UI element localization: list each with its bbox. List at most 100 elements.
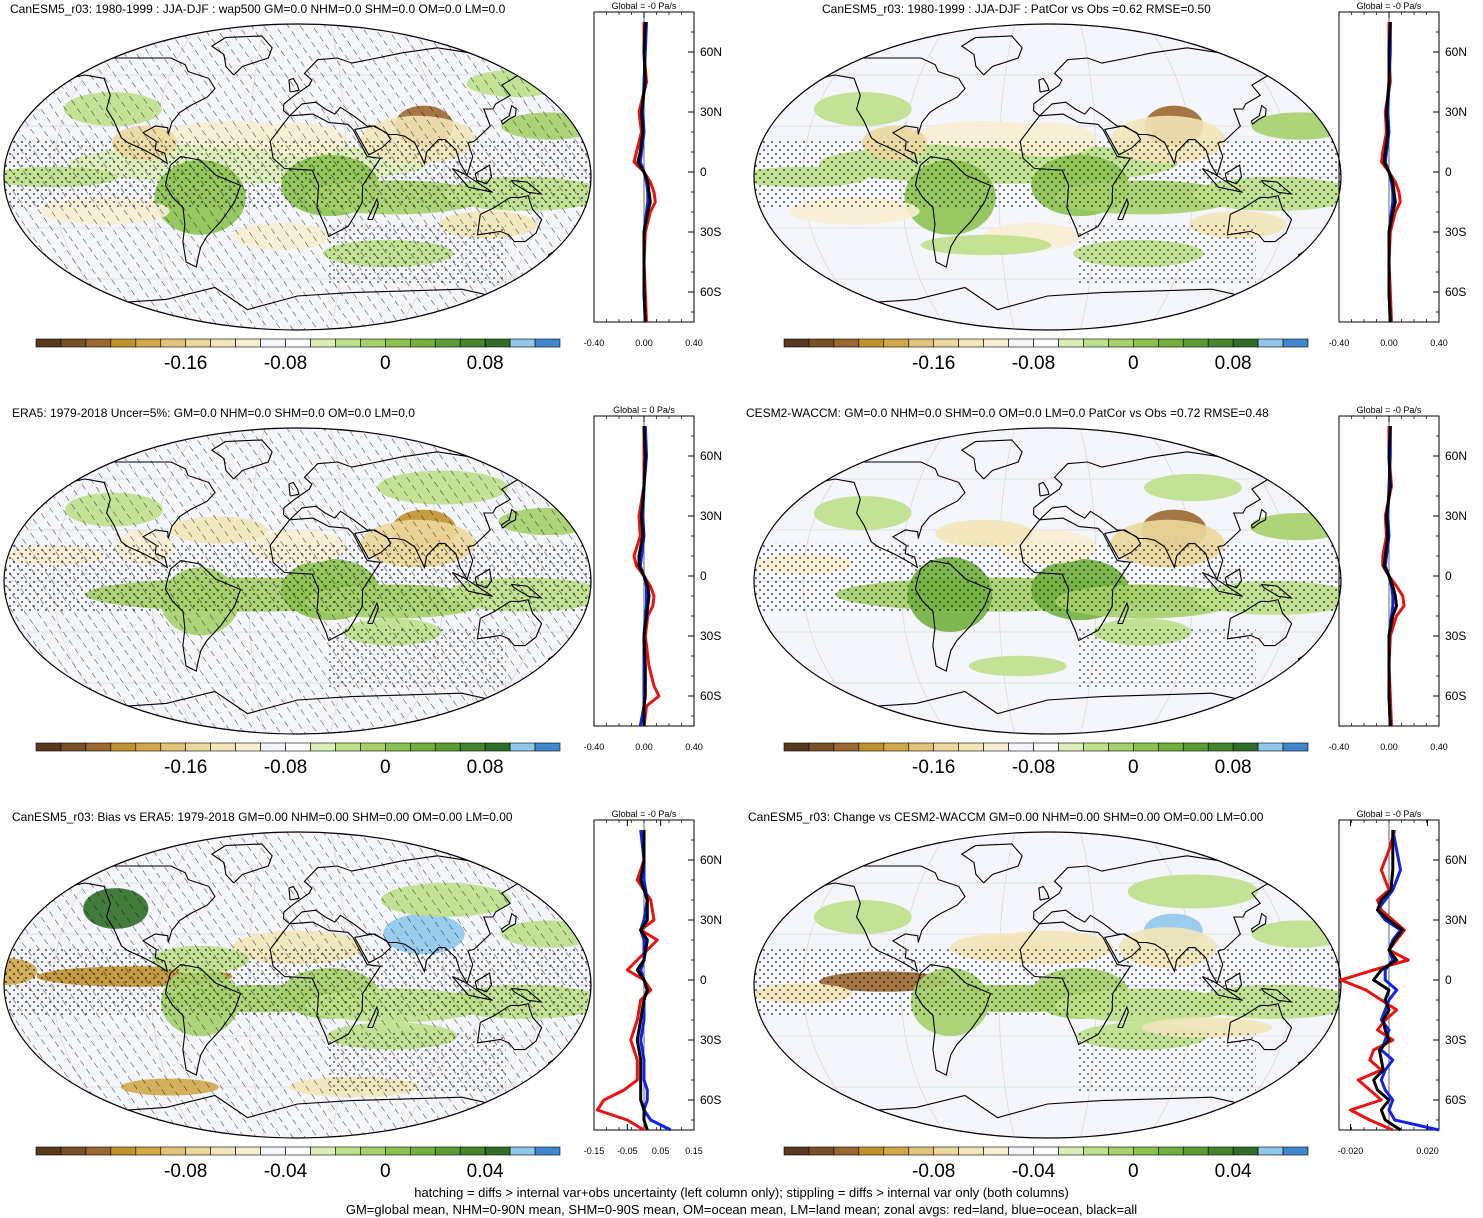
- x-tick-label: 0.00: [635, 742, 653, 752]
- zonal-mean-plot: Global = -0 Pa/s 60N 30N 0 30S 60S -0.020 0.020: [1338, 809, 1467, 1156]
- lat-label: 60S: [1445, 1093, 1466, 1107]
- coastline: [474, 972, 493, 993]
- colorbar-swatch: [908, 338, 935, 348]
- coastline: [67, 55, 216, 165]
- coastline: [1117, 601, 1129, 625]
- coastline: [510, 583, 544, 599]
- coastline: [1104, 529, 1142, 560]
- colorbar-swatch: [335, 1146, 361, 1156]
- coastline: [474, 164, 493, 185]
- colorbar-swatch: [85, 742, 112, 752]
- lat-label: 30S: [700, 1033, 721, 1047]
- coastline: [817, 863, 966, 973]
- colorbar-swatch: [1207, 1146, 1234, 1156]
- coastline: [283, 451, 542, 581]
- zonal-mean-plot: Global = -0 Pa/s 60N 30N 0 30S 60S -0.40 0.00 0.…: [584, 1, 722, 348]
- colorbar-swatch: [459, 338, 486, 348]
- zonal-mean-plot: Global = 0 Pa/s 60N 30N 0 30S 60S -0.40 0.00 0.4…: [584, 405, 722, 752]
- colorbar-swatch: [459, 1146, 486, 1156]
- coastline: [367, 601, 379, 625]
- lat-label: 60S: [700, 689, 721, 703]
- coastline: [269, 517, 382, 642]
- lat-label: 60N: [1445, 853, 1467, 867]
- colorbar-swatch: [1058, 1146, 1084, 1156]
- colorbar-swatch: [1207, 742, 1234, 752]
- footer-note-1: hatching = diffs > internal var+obs unce…: [414, 1185, 1069, 1200]
- colorbar-swatch: [1133, 338, 1159, 348]
- coastline: [1019, 113, 1132, 238]
- panel-title: CanESM5_r03: 1980-1999 : JJA-DJF : PatCo…: [822, 2, 1211, 16]
- colorbar-swatch: [310, 338, 336, 348]
- x-tick-label: -0.020: [1338, 1146, 1364, 1156]
- anomaly-region: [813, 496, 912, 530]
- colorbar-swatch: [35, 742, 62, 752]
- x-tick-label: 0.15: [685, 1146, 703, 1156]
- colorbar-swatch: [833, 338, 860, 348]
- zonal-series-land: [1381, 426, 1406, 727]
- coastline: [500, 104, 517, 125]
- colorbar-label: 0.08: [467, 757, 504, 778]
- coastline: [288, 481, 300, 497]
- stippling: [1077, 1030, 1256, 1093]
- coastline: [1226, 195, 1293, 243]
- colorbar-swatch: [185, 742, 211, 752]
- colorbar-swatch: [883, 742, 910, 752]
- colorbar-swatch: [434, 338, 461, 348]
- colorbar-swatch: [335, 742, 361, 752]
- map-border: [3, 23, 592, 331]
- coastline: [283, 855, 542, 985]
- zonal-series-all: [635, 830, 649, 1131]
- coastline: [1038, 885, 1050, 901]
- colorbar-label: 0.04: [1215, 1161, 1252, 1182]
- colorbar-swatch: [360, 338, 386, 348]
- colorbar-label: -0.16: [912, 757, 955, 778]
- lat-label: 0: [1445, 569, 1452, 583]
- x-tick-label: -0.05: [617, 1146, 638, 1156]
- lat-label: 30N: [700, 105, 722, 119]
- stippling: [754, 542, 1341, 612]
- colorbar-swatch: [1133, 742, 1159, 752]
- map-border: [753, 427, 1342, 735]
- colorbar-swatch: [958, 742, 984, 752]
- colorbar-label: -0.16: [912, 353, 955, 374]
- stippling: [754, 946, 1341, 1016]
- colorbar-swatch: [534, 1146, 561, 1156]
- coastline: [61, 690, 534, 715]
- coastline: [914, 964, 992, 1076]
- coastline: [354, 125, 392, 156]
- colorbar-swatch: [409, 742, 436, 752]
- x-tick-label: -0.40: [584, 742, 605, 752]
- coastline: [451, 975, 493, 1001]
- x-tick-label: -0.40: [1329, 338, 1350, 348]
- x-tick-label: 0.00: [1380, 338, 1398, 348]
- world-map: [753, 427, 1342, 735]
- colorbar-swatch: [135, 338, 162, 348]
- anomaly-region: [935, 519, 1033, 547]
- coastline: [354, 529, 392, 560]
- colorbar-swatch: [1207, 338, 1234, 348]
- colorbar-swatch: [1232, 338, 1259, 348]
- colorbar-swatch: [385, 338, 411, 348]
- coastline: [67, 459, 216, 569]
- colorbar-swatch: [858, 338, 885, 348]
- coastline: [164, 560, 242, 672]
- coastline: [1033, 451, 1292, 581]
- coastline: [354, 933, 392, 964]
- colorbar-swatch: [60, 1146, 87, 1156]
- coastline: [1226, 1003, 1293, 1051]
- world-map: [3, 427, 592, 735]
- colorbar-swatch: [983, 338, 1009, 348]
- lat-label: 60N: [700, 449, 722, 463]
- map-border: [3, 427, 592, 735]
- hatching: [4, 24, 591, 330]
- colorbar-swatch: [958, 338, 984, 348]
- colorbar-label: 0: [1128, 757, 1139, 778]
- colorbar-swatch: [1058, 338, 1084, 348]
- colorbar-swatch: [35, 338, 62, 348]
- colorbar-swatch: [85, 338, 112, 348]
- coastline: [367, 197, 379, 221]
- colorbar-swatch: [534, 742, 561, 752]
- coastline: [1260, 179, 1294, 195]
- zonal-header: Global = 0 Pa/s: [613, 405, 675, 415]
